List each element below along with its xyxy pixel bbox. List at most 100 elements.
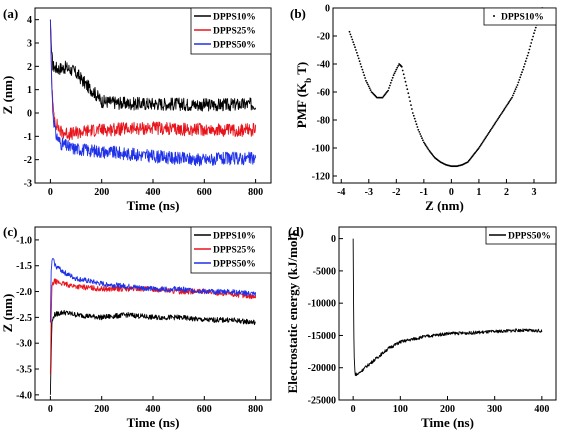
y-tick-label: 0 [331, 234, 336, 245]
series-line-3 [49, 258, 257, 323]
data-point [426, 147, 429, 149]
y-tick-label: -100 [312, 144, 330, 155]
data-point [418, 131, 421, 133]
data-point [508, 100, 511, 103]
data-point [529, 45, 532, 48]
data-point [402, 73, 405, 76]
data-point [487, 133, 489, 135]
plot-frame [332, 7, 557, 184]
data-point [422, 139, 424, 142]
data-point [351, 38, 354, 41]
data-point [507, 102, 510, 105]
series-line-2 [49, 19, 257, 141]
x-axis-label: Time (ns) [127, 415, 180, 430]
data-point [405, 84, 408, 87]
x-tick-label: -2 [392, 187, 400, 198]
data-point [411, 108, 413, 110]
y-tick-label: 4 [27, 15, 32, 26]
data-point [427, 148, 430, 151]
data-point [530, 42, 533, 44]
data-point [534, 26, 537, 29]
data-point [369, 89, 372, 91]
data-point [532, 35, 534, 38]
data-point [510, 98, 512, 100]
x-tick-label: 100 [393, 404, 408, 415]
data-point [403, 77, 406, 79]
data-point [520, 73, 522, 76]
data-point [353, 43, 355, 46]
data-point [493, 123, 496, 126]
chart-panel-4: (d) 0 100 200 300 400 -25000 -20000 -15000 -10000… [285, 224, 557, 430]
y-tick-label: -5000 [313, 266, 336, 277]
data-point [501, 112, 503, 114]
data-point [350, 36, 353, 38]
data-point [509, 99, 511, 102]
data-point [404, 80, 407, 83]
panel-label: (a) [3, 6, 18, 21]
data-point [484, 137, 487, 140]
data-point [503, 107, 506, 110]
data-point [480, 142, 483, 145]
data-point [356, 54, 359, 57]
data-point [363, 74, 366, 77]
data-point [516, 84, 519, 86]
data-point [387, 89, 389, 92]
data-point [506, 103, 509, 106]
x-tick-label: -4 [337, 187, 345, 198]
x-tick-label: 0 [48, 404, 53, 415]
data-point [468, 158, 471, 161]
series-line-3 [49, 19, 257, 167]
legend-entry-3: DPPS50% [213, 260, 256, 270]
data-point [501, 110, 504, 113]
y-axis-label: Electrostatic energy (kJ/mol) [285, 233, 300, 394]
y-tick-label: -2.5 [16, 313, 32, 324]
legend-entry-2: DPPS25% [213, 27, 256, 37]
data-point [522, 68, 524, 71]
data-point [365, 79, 367, 82]
data-point [482, 140, 485, 142]
data-point [349, 33, 352, 36]
data-point [514, 88, 517, 91]
data-point [488, 131, 490, 134]
legend-entry-1: DPPS10% [213, 13, 256, 23]
x-tick-label: 3 [531, 187, 536, 198]
data-point [491, 126, 494, 128]
y-tick-label: -2 [24, 155, 32, 166]
data-point [499, 114, 501, 117]
data-point [394, 70, 397, 73]
data-point [416, 126, 419, 128]
data-point [531, 38, 533, 41]
data-point [389, 84, 391, 87]
data-point [478, 145, 481, 148]
y-tick-label: -4.0 [16, 390, 32, 401]
y-tick-label: -120 [312, 172, 330, 183]
x-tick-label: 600 [197, 404, 212, 415]
legend: DPPS10% DPPS25% DPPS50% [190, 226, 272, 274]
data-point [495, 120, 498, 123]
data-point [409, 100, 411, 102]
data-point [395, 68, 398, 71]
legend: DPPS10% DPPS25% DPPS50% [190, 7, 272, 55]
data-point [525, 57, 528, 60]
series-line-1 [49, 19, 257, 112]
data-point [502, 109, 505, 112]
data-point [497, 117, 500, 120]
x-tick-label: 400 [146, 404, 161, 415]
y-tick-label: -20 [317, 32, 330, 43]
data-point [489, 130, 491, 133]
data-point [489, 128, 492, 131]
data-point [388, 87, 390, 89]
data-point [518, 79, 521, 81]
x-axis-label: Time (ns) [421, 415, 474, 430]
x-tick-label: 200 [94, 187, 109, 198]
x-tick-label: 800 [248, 404, 263, 415]
y-tick-label: 0 [325, 4, 330, 15]
data-point [490, 127, 493, 130]
y-axis-label: Z (nm) [0, 294, 15, 333]
data-point [355, 49, 357, 51]
legend-box [485, 226, 557, 245]
data-point [515, 86, 518, 88]
x-tick-label: -3 [365, 187, 373, 198]
data-point [505, 105, 508, 107]
